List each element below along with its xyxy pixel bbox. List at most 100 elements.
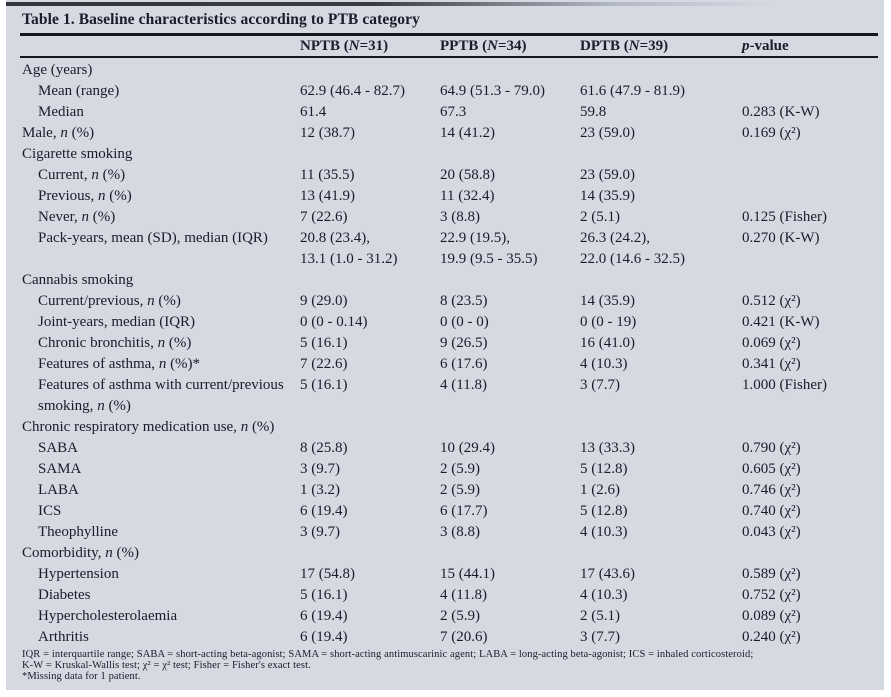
table-panel: Table 1. Baseline characteristics accord… (6, 0, 884, 690)
row-label: SAMA (38, 461, 82, 477)
cell-nptb: 8 (25.8) (300, 440, 348, 456)
row-label: Diabetes (38, 587, 91, 603)
table-row: Arthritis 6 (19.4) 7 (20.6) 3 (7.7) 0.240 (χ… (22, 627, 878, 648)
cell-pvalue: 0.125 (Fisher) (742, 209, 827, 225)
table-row: LABA 1 (3.2) 2 (5.9) 1 (2.6) 0.746 (χ²) (22, 480, 878, 501)
table-row: SAMA 3 (9.7) 2 (5.9) 5 (12.8) 0.605 (χ²) (22, 459, 878, 480)
cell-pptb: 4 (11.8) (440, 587, 487, 603)
cell-pptb: 6 (17.6) (440, 356, 488, 372)
table-body: Age (years) Mean (range) 62.9 (46.4 - 82.7… (22, 60, 878, 648)
table-section-row: Cannabis smoking (22, 270, 878, 291)
cell-pptb: 7 (20.6) (440, 629, 488, 645)
cell-pvalue: 0.341 (χ²) (742, 356, 801, 372)
cell-nptb: 0 (0 - 0.14) (300, 314, 368, 330)
row-label: Median (38, 104, 84, 120)
row-label: Current/previous, n (%) (38, 293, 181, 309)
cell-nptb: 1 (3.2) (300, 482, 340, 498)
row-label: Age (years) (22, 62, 93, 78)
cell-dptb: 0 (0 - 19) (580, 314, 637, 330)
row-label: Joint-years, median (IQR) (38, 314, 196, 330)
table-row: Features of asthma, n (%)* 7 (22.6) 6 (17.… (22, 354, 878, 375)
cell-pptb: 22.9 (19.5), 19.9 (9.5 - 35.5) (440, 230, 538, 267)
footnote-missing-data: *Missing data for 1 patient. (22, 670, 141, 682)
cell-pvalue: 0.283 (K-W) (742, 104, 820, 120)
cell-nptb: 9 (29.0) (300, 293, 348, 309)
header-rule (20, 56, 878, 58)
table-row: Hypertension 17 (54.8) 15 (44.1) 17 (43.6) 0… (22, 564, 878, 585)
cell-nptb: 11 (35.5) (300, 167, 355, 183)
cell-dptb: 23 (59.0) (580, 125, 635, 141)
cell-pvalue: 0.740 (χ²) (742, 503, 801, 519)
column-header-empty (22, 38, 300, 55)
cell-nptb: 20.8 (23.4), 13.1 (1.0 - 31.2) (300, 230, 398, 267)
column-header-dptb: DPTB (N=39) (580, 38, 669, 54)
table-row: Chronic bronchitis, n (%) 5 (16.1) 9 (26.5… (22, 333, 878, 354)
cell-nptb: 6 (19.4) (300, 608, 348, 624)
cell-dptb: 61.6 (47.9 - 81.9) (580, 83, 685, 99)
row-label: Features of asthma with current/previous… (38, 377, 284, 414)
row-label: Pack-years, mean (SD), median (IQR) (38, 230, 268, 246)
cell-pvalue: 0.605 (χ²) (742, 461, 801, 477)
table-row: Theophylline 3 (9.7) 3 (8.8) 4 (10.3) 0.043 … (22, 522, 878, 543)
table-footnotes: IQR = interquartile range; SABA = short-… (22, 649, 878, 682)
cell-dptb: 14 (35.9) (580, 188, 635, 204)
row-label: LABA (38, 482, 79, 498)
table-row: Hypercholesterolaemia 6 (19.4) 2 (5.9) 2 (5… (22, 606, 878, 627)
cell-nptb: 17 (54.8) (300, 566, 355, 582)
table-row: SABA 8 (25.8) 10 (29.4) 13 (33.3) 0.790 (χ²) (22, 438, 878, 459)
cell-dptb: 16 (41.0) (580, 335, 635, 351)
cell-nptb: 7 (22.6) (300, 209, 348, 225)
table-row: Mean (range) 62.9 (46.4 - 82.7) 64.9 (51.3… (22, 81, 878, 102)
row-label: Theophylline (38, 524, 118, 540)
table-title: Table 1. Baseline characteristics accord… (22, 11, 420, 28)
cell-dptb: 13 (33.3) (580, 440, 635, 456)
row-label: Male, n (%) (22, 125, 95, 141)
table-row: Pack-years, mean (SD), median (IQR) 20.8 … (22, 228, 878, 270)
column-header-row: NPTB (N=31) PPTB (N=34) DPTB (N=39) p-va… (22, 38, 878, 55)
cell-pptb: 14 (41.2) (440, 125, 495, 141)
cell-dptb: 3 (7.7) (580, 377, 620, 393)
cell-pptb: 10 (29.4) (440, 440, 495, 456)
cell-nptb: 62.9 (46.4 - 82.7) (300, 83, 405, 99)
cell-pptb: 3 (8.8) (440, 524, 480, 540)
cell-nptb: 6 (19.4) (300, 503, 348, 519)
scan-artifact-bar (6, 2, 878, 6)
cell-dptb: 14 (35.9) (580, 293, 635, 309)
cell-pptb: 9 (26.5) (440, 335, 488, 351)
title-rule (20, 33, 878, 36)
cell-pptb: 6 (17.7) (440, 503, 488, 519)
row-label: ICS (38, 503, 62, 519)
cell-pvalue: 0.589 (χ²) (742, 566, 801, 582)
cell-dptb: 3 (7.7) (580, 629, 620, 645)
cell-dptb: 1 (2.6) (580, 482, 620, 498)
table-section-row: Chronic respiratory medication use, n (%… (22, 417, 878, 438)
cell-dptb: 2 (5.1) (580, 608, 620, 624)
column-header-nptb: NPTB (N=31) (300, 38, 389, 54)
cell-pvalue: 0.270 (K-W) (742, 230, 820, 246)
cell-nptb: 12 (38.7) (300, 125, 355, 141)
cell-dptb: 17 (43.6) (580, 566, 635, 582)
cell-nptb: 7 (22.6) (300, 356, 348, 372)
row-label: Comorbidity, n (%) (22, 545, 139, 561)
table-row: Joint-years, median (IQR) 0 (0 - 0.14) 0 (… (22, 312, 878, 333)
table-section-row: Cigarette smoking (22, 144, 878, 165)
cell-nptb: 5 (16.1) (300, 587, 348, 603)
cell-dptb: 4 (10.3) (580, 587, 628, 603)
row-label: Chronic bronchitis, n (%) (38, 335, 192, 351)
cell-pptb: 3 (8.8) (440, 209, 480, 225)
cell-dptb: 2 (5.1) (580, 209, 620, 225)
cell-dptb: 26.3 (24.2), 22.0 (14.6 - 32.5) (580, 230, 685, 267)
row-label: Mean (range) (38, 83, 120, 99)
cell-pptb: 64.9 (51.3 - 79.0) (440, 83, 545, 99)
footnote-tests: K-W = Kruskal-Wallis test; χ² = χ² test;… (22, 659, 311, 671)
row-label: Features of asthma, n (%)* (38, 356, 201, 372)
cell-pptb: 8 (23.5) (440, 293, 488, 309)
cell-pptb: 15 (44.1) (440, 566, 495, 582)
cell-pvalue: 0.240 (χ²) (742, 629, 801, 645)
row-label: Previous, n (%) (38, 188, 132, 204)
row-label: SABA (38, 440, 79, 456)
row-label: Current, n (%) (38, 167, 126, 183)
cell-pptb: 2 (5.9) (440, 482, 480, 498)
cell-dptb: 59.8 (580, 104, 607, 120)
cell-pvalue: 0.169 (χ²) (742, 125, 801, 141)
